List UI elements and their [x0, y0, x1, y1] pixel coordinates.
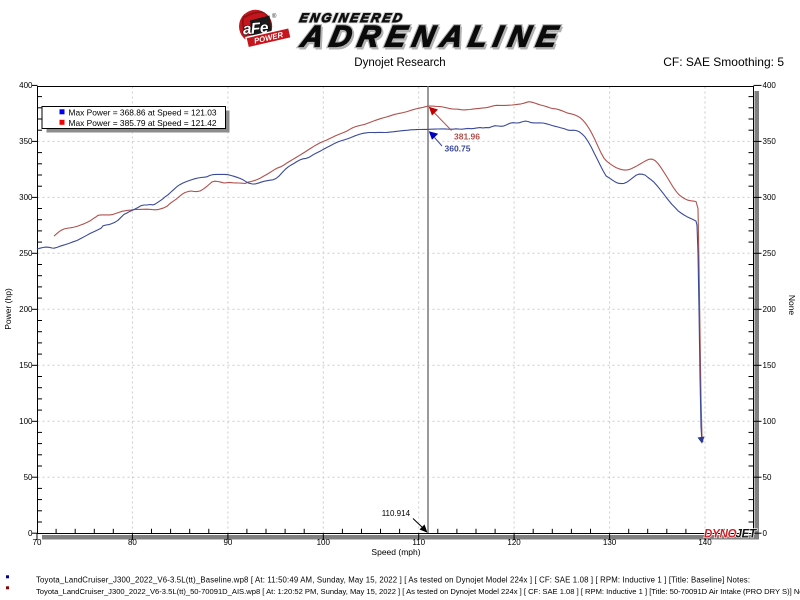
svg-text:ADRENALINE: ADRENALINE — [297, 21, 567, 54]
svg-text:80: 80 — [128, 538, 137, 547]
svg-text:100: 100 — [19, 417, 33, 426]
svg-text:150: 150 — [763, 361, 777, 370]
svg-text:120: 120 — [507, 538, 521, 547]
svg-text:50: 50 — [24, 473, 33, 482]
svg-text:Power (hp): Power (hp) — [3, 288, 13, 330]
svg-text:350: 350 — [763, 137, 777, 146]
svg-text:None: None — [787, 295, 797, 316]
svg-text:90: 90 — [223, 538, 232, 547]
svg-text:200: 200 — [19, 305, 33, 314]
svg-text:130: 130 — [603, 538, 617, 547]
svg-text:200: 200 — [763, 305, 777, 314]
svg-text:ADRENALINE: ADRENALINE — [299, 23, 569, 56]
svg-text:ADRENALINE: ADRENALINE — [297, 21, 567, 54]
svg-text:140: 140 — [698, 538, 712, 547]
svg-text:350: 350 — [19, 137, 33, 146]
svg-text:70: 70 — [33, 538, 42, 547]
svg-text:300: 300 — [763, 193, 777, 202]
svg-text:100: 100 — [317, 538, 331, 547]
svg-text:Toyota_LandCruiser_J300_2022_V: Toyota_LandCruiser_J300_2022_V6-3.5L(tt)… — [36, 587, 800, 596]
svg-text:400: 400 — [763, 81, 777, 90]
svg-text:CF: SAE Smoothing: 5: CF: SAE Smoothing: 5 — [663, 55, 784, 69]
svg-text:300: 300 — [19, 193, 33, 202]
svg-text:360.75: 360.75 — [445, 144, 471, 154]
svg-text:250: 250 — [19, 249, 33, 258]
svg-text:50: 50 — [763, 473, 772, 482]
svg-text:0: 0 — [763, 529, 768, 538]
svg-text:100: 100 — [763, 417, 777, 426]
svg-text:110.914: 110.914 — [382, 509, 411, 518]
svg-text:150: 150 — [19, 361, 33, 370]
svg-text:Max Power = 368.86 at Speed =: Max Power = 368.86 at Speed = 121.03 — [69, 107, 217, 117]
svg-text:DYNOJET: DYNOJET — [704, 529, 757, 541]
svg-text:®: ® — [272, 13, 277, 20]
svg-text:250: 250 — [763, 249, 777, 258]
svg-text:400: 400 — [19, 81, 33, 90]
svg-text:ENGINEERED: ENGINEERED — [298, 11, 406, 25]
svg-text:Dynojet Research: Dynojet Research — [354, 57, 445, 69]
svg-text:ENGINEERED: ENGINEERED — [298, 11, 406, 25]
svg-text:381.96: 381.96 — [454, 132, 480, 142]
svg-text:110: 110 — [412, 538, 425, 547]
svg-text:0: 0 — [28, 529, 33, 538]
svg-text:Max Power = 385.79 at Speed =: Max Power = 385.79 at Speed = 121.42 — [69, 118, 217, 128]
svg-text:Toyota_LandCruiser_J300_2022_V: Toyota_LandCruiser_J300_2022_V6-3.5L(tt)… — [36, 575, 750, 584]
svg-text:Speed (mph): Speed (mph) — [371, 547, 420, 557]
